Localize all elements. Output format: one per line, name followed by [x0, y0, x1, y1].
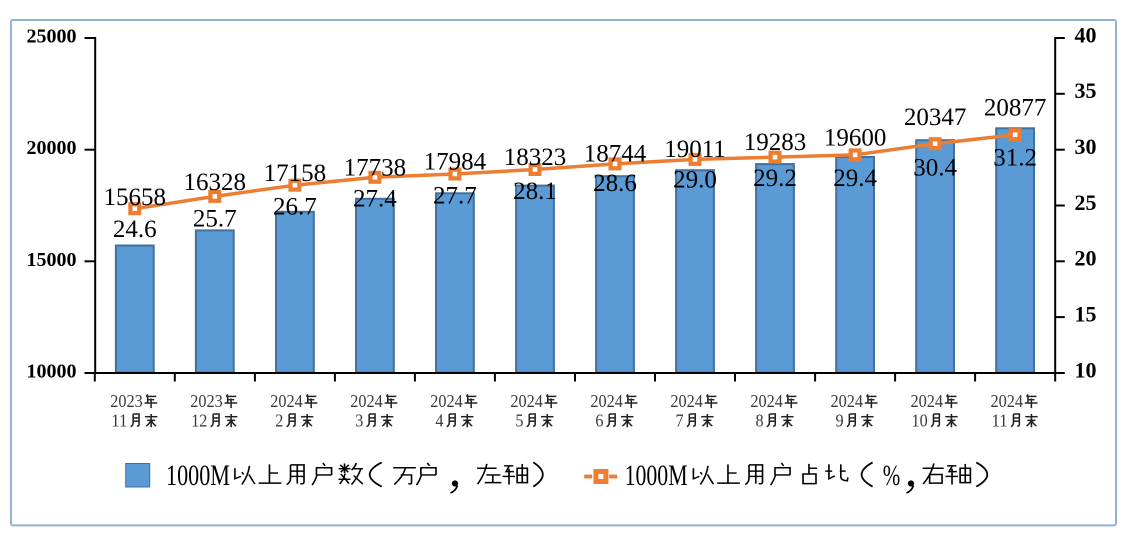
svg-text:9: 9: [836, 410, 844, 430]
svg-text:35: 35: [1075, 78, 1097, 103]
svg-text:3: 3: [355, 410, 363, 430]
svg-text:20347: 20347: [904, 104, 967, 131]
svg-text:27.4: 27.4: [353, 186, 397, 213]
svg-text:1000M: 1000M: [166, 459, 230, 492]
svg-text:2023: 2023: [110, 391, 143, 411]
svg-text:10000: 10000: [27, 360, 77, 382]
svg-text:27.7: 27.7: [433, 183, 477, 210]
svg-text:28.1: 28.1: [513, 178, 557, 205]
svg-text:12: 12: [191, 410, 207, 430]
svg-text:2024: 2024: [911, 391, 944, 411]
svg-text:20000: 20000: [27, 137, 77, 159]
svg-text:7: 7: [676, 410, 684, 430]
svg-text:29.2: 29.2: [753, 165, 797, 192]
svg-text:8: 8: [756, 410, 764, 430]
svg-text:11: 11: [992, 410, 1008, 430]
svg-text:30: 30: [1075, 134, 1097, 159]
svg-text:2024: 2024: [590, 391, 623, 411]
svg-text:18744: 18744: [584, 140, 647, 167]
svg-text:16328: 16328: [184, 169, 247, 196]
svg-text:25: 25: [1075, 190, 1097, 215]
svg-text:15: 15: [1075, 302, 1097, 327]
svg-text:10: 10: [912, 410, 928, 430]
svg-text:10: 10: [1075, 357, 1097, 382]
svg-text:2024: 2024: [350, 391, 383, 411]
svg-text:20: 20: [1075, 246, 1097, 271]
svg-text:28.6: 28.6: [593, 170, 637, 197]
svg-text:19283: 19283: [744, 129, 807, 156]
svg-text:2024: 2024: [831, 391, 864, 411]
svg-text:25000: 25000: [27, 25, 77, 47]
svg-text:15658: 15658: [104, 184, 167, 211]
svg-text:1000M: 1000M: [625, 459, 688, 492]
svg-text:2024: 2024: [750, 391, 783, 411]
svg-text:18323: 18323: [504, 144, 567, 171]
svg-text:2023: 2023: [190, 391, 223, 411]
svg-text:2: 2: [275, 410, 283, 430]
svg-text:29.0: 29.0: [673, 166, 717, 193]
svg-text:2024: 2024: [270, 391, 303, 411]
svg-text:5: 5: [515, 410, 523, 430]
svg-text:17984: 17984: [424, 149, 487, 176]
svg-text:11: 11: [111, 410, 127, 430]
svg-text:2024: 2024: [430, 391, 463, 411]
svg-text:2024: 2024: [510, 391, 543, 411]
svg-text:19600: 19600: [824, 124, 887, 151]
svg-text:15000: 15000: [27, 249, 77, 271]
svg-text:30.4: 30.4: [913, 155, 957, 182]
svg-text:19011: 19011: [664, 136, 726, 163]
svg-text:6: 6: [595, 410, 603, 430]
svg-text:26.7: 26.7: [273, 193, 317, 220]
svg-text:2024: 2024: [991, 391, 1024, 411]
svg-text:2024: 2024: [670, 391, 703, 411]
svg-text:%: %: [883, 459, 901, 492]
svg-text:29.4: 29.4: [833, 165, 877, 192]
svg-text:25.7: 25.7: [193, 206, 237, 233]
svg-text:31.2: 31.2: [993, 144, 1037, 171]
svg-text:40: 40: [1075, 22, 1097, 47]
svg-text:17738: 17738: [344, 154, 407, 181]
svg-text:24.6: 24.6: [113, 216, 157, 243]
svg-text:4: 4: [435, 410, 443, 430]
svg-text:17158: 17158: [264, 160, 327, 187]
svg-text:20877: 20877: [984, 95, 1047, 122]
